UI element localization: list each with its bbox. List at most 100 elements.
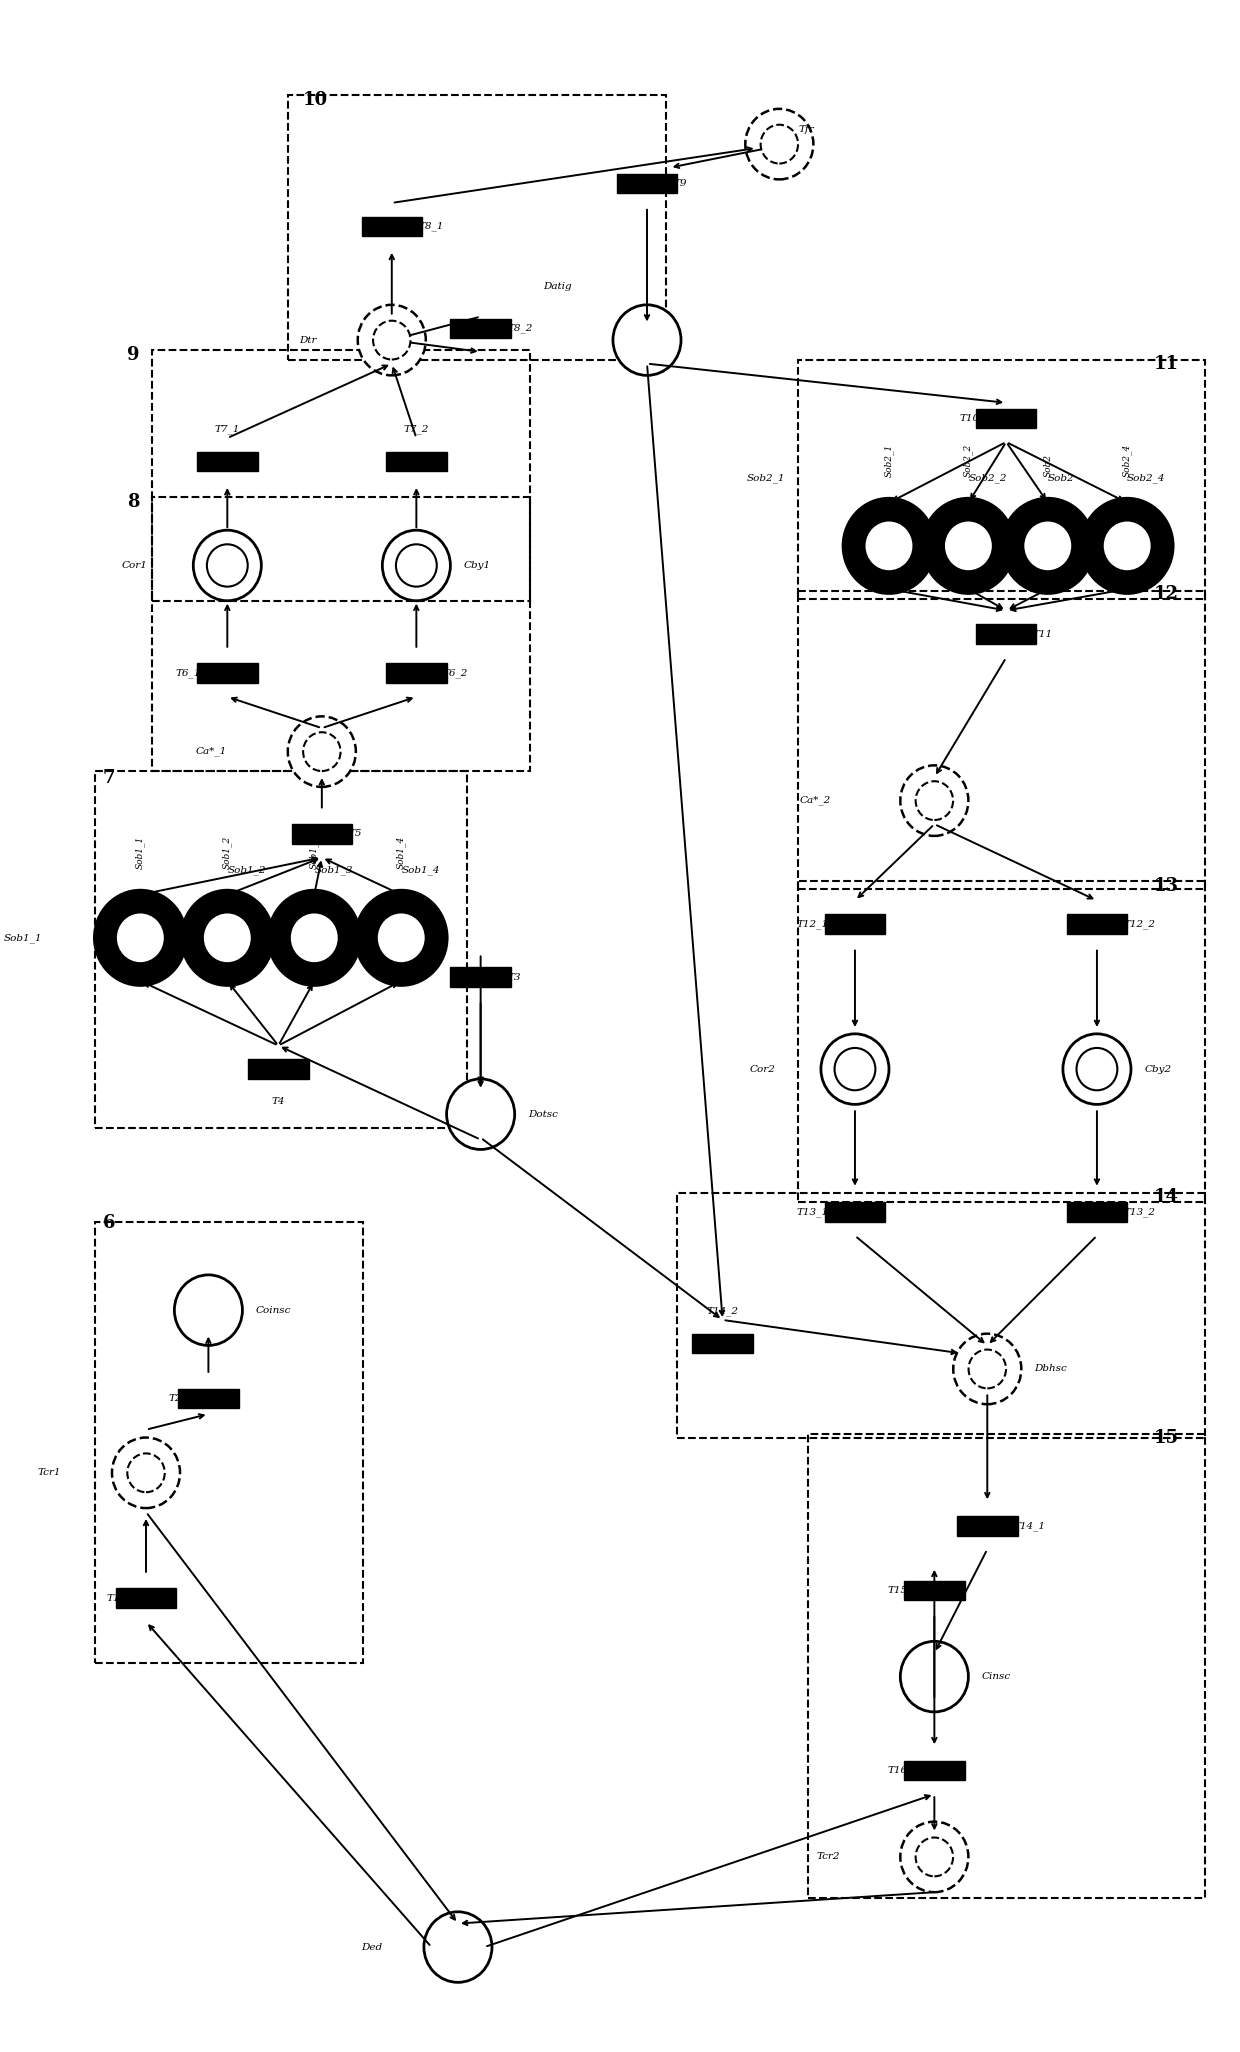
Text: Cby2: Cby2 bbox=[1145, 1065, 1172, 1073]
Circle shape bbox=[358, 306, 425, 376]
Circle shape bbox=[396, 544, 436, 587]
Text: 8: 8 bbox=[128, 492, 140, 511]
Text: T12_2: T12_2 bbox=[1123, 919, 1156, 930]
Text: 13: 13 bbox=[1153, 876, 1179, 895]
Circle shape bbox=[1023, 521, 1073, 570]
Text: Sob2: Sob2 bbox=[1048, 474, 1074, 482]
Text: Sob2_2: Sob2_2 bbox=[968, 474, 1007, 482]
Text: T8_1: T8_1 bbox=[418, 222, 444, 232]
Text: Sob2: Sob2 bbox=[1043, 453, 1053, 478]
Circle shape bbox=[1063, 1034, 1131, 1104]
Bar bbox=[115, 1588, 176, 1609]
Circle shape bbox=[175, 1274, 243, 1346]
Text: T13_2: T13_2 bbox=[1123, 1207, 1156, 1217]
Text: T1: T1 bbox=[107, 1594, 119, 1603]
Bar bbox=[386, 663, 446, 683]
Bar bbox=[291, 825, 352, 843]
Text: Sob2_4: Sob2_4 bbox=[1122, 443, 1132, 478]
Circle shape bbox=[1076, 1049, 1117, 1090]
Bar bbox=[807, 1434, 1205, 1898]
Circle shape bbox=[900, 1642, 968, 1711]
Circle shape bbox=[303, 733, 341, 772]
Circle shape bbox=[193, 529, 262, 601]
Circle shape bbox=[923, 499, 1014, 593]
Text: Sob1_3: Sob1_3 bbox=[314, 866, 352, 874]
Bar bbox=[825, 1202, 885, 1223]
Circle shape bbox=[356, 891, 448, 985]
Text: Sob1_4: Sob1_4 bbox=[397, 835, 405, 870]
Circle shape bbox=[290, 913, 339, 962]
Bar bbox=[386, 451, 446, 472]
Circle shape bbox=[1102, 521, 1152, 570]
Text: T7_2: T7_2 bbox=[404, 425, 429, 435]
Bar bbox=[450, 966, 511, 987]
Text: Ca*_1: Ca*_1 bbox=[196, 747, 227, 757]
Text: Sob1_4: Sob1_4 bbox=[402, 866, 440, 874]
Text: Dtr: Dtr bbox=[299, 337, 316, 345]
Bar bbox=[677, 1192, 1205, 1438]
Bar bbox=[151, 351, 529, 601]
Bar bbox=[197, 451, 258, 472]
Text: T8_2: T8_2 bbox=[507, 324, 532, 332]
Circle shape bbox=[864, 521, 914, 570]
Text: 9: 9 bbox=[128, 345, 140, 363]
Text: T12_1: T12_1 bbox=[796, 919, 828, 930]
Bar bbox=[151, 497, 529, 772]
Text: T7_1: T7_1 bbox=[215, 425, 241, 435]
Text: 6: 6 bbox=[103, 1215, 115, 1231]
Text: Cor1: Cor1 bbox=[122, 560, 148, 570]
Text: T6_1: T6_1 bbox=[176, 669, 201, 677]
Circle shape bbox=[115, 913, 165, 962]
Bar bbox=[799, 591, 1205, 889]
Bar bbox=[95, 1223, 363, 1662]
Text: Coinsc: Coinsc bbox=[255, 1305, 291, 1315]
Bar bbox=[904, 1761, 965, 1781]
Circle shape bbox=[94, 891, 186, 985]
Circle shape bbox=[968, 1350, 1006, 1389]
Circle shape bbox=[954, 1334, 1022, 1404]
Bar bbox=[179, 1389, 238, 1408]
Text: Cor2: Cor2 bbox=[750, 1065, 775, 1073]
Bar bbox=[197, 663, 258, 683]
Circle shape bbox=[382, 529, 450, 601]
Text: 7: 7 bbox=[103, 770, 115, 786]
Text: Sob1_3: Sob1_3 bbox=[310, 835, 319, 870]
Circle shape bbox=[760, 125, 799, 164]
Bar bbox=[976, 408, 1037, 429]
Bar bbox=[450, 318, 511, 339]
Text: T2: T2 bbox=[169, 1393, 182, 1404]
Text: 10: 10 bbox=[303, 90, 329, 109]
Text: Tfr: Tfr bbox=[799, 125, 813, 133]
Text: T16: T16 bbox=[888, 1767, 908, 1775]
Bar bbox=[825, 915, 885, 934]
Bar bbox=[692, 1334, 753, 1352]
Circle shape bbox=[112, 1438, 180, 1508]
Text: T10: T10 bbox=[960, 415, 980, 423]
Text: T15: T15 bbox=[888, 1586, 908, 1594]
Text: Sob2_2: Sob2_2 bbox=[963, 443, 973, 478]
Text: 11: 11 bbox=[1153, 355, 1179, 373]
Circle shape bbox=[1081, 499, 1173, 593]
Circle shape bbox=[745, 109, 813, 179]
Text: Cinsc: Cinsc bbox=[982, 1672, 1011, 1681]
Circle shape bbox=[843, 499, 935, 593]
Text: Ded: Ded bbox=[361, 1943, 382, 1951]
Text: Sob1_1: Sob1_1 bbox=[135, 835, 145, 870]
Circle shape bbox=[424, 1912, 492, 1982]
Circle shape bbox=[613, 306, 681, 376]
Text: T9: T9 bbox=[673, 179, 687, 189]
Circle shape bbox=[268, 891, 360, 985]
Text: Dotsc: Dotsc bbox=[528, 1110, 558, 1118]
Text: 15: 15 bbox=[1153, 1430, 1179, 1447]
Bar bbox=[362, 218, 422, 236]
Text: Tcr1: Tcr1 bbox=[37, 1469, 61, 1477]
Circle shape bbox=[181, 891, 273, 985]
Text: 12: 12 bbox=[1153, 585, 1179, 603]
Circle shape bbox=[207, 544, 248, 587]
Bar bbox=[1066, 1202, 1127, 1223]
Text: Sob1_2: Sob1_2 bbox=[227, 866, 265, 874]
Bar bbox=[957, 1516, 1018, 1535]
Bar bbox=[799, 880, 1205, 1202]
Text: Sob2_4: Sob2_4 bbox=[1127, 474, 1166, 482]
Text: Sob2_1: Sob2_1 bbox=[884, 443, 894, 478]
